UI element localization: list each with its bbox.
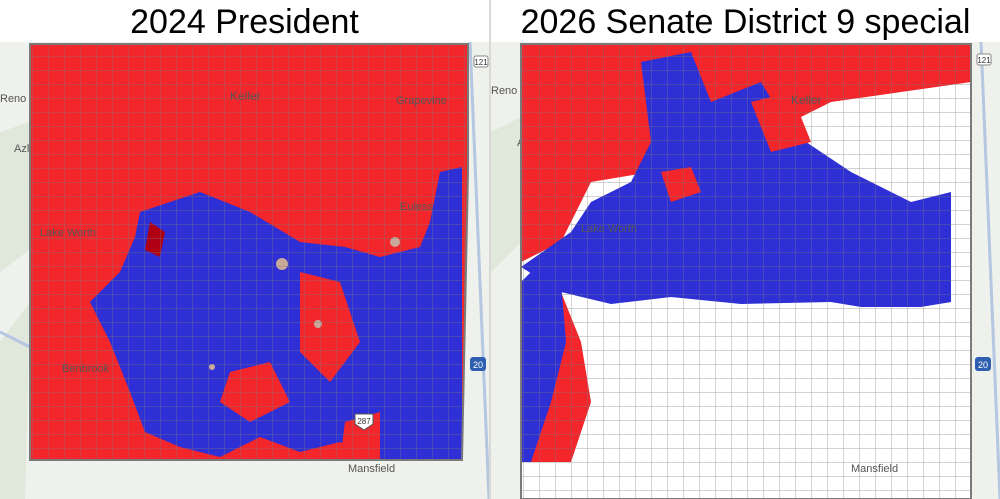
map-label-reno: Reno [491, 85, 517, 97]
map-label-lake-worth: Lake Worth [581, 223, 637, 235]
map-label-grapevine: Grapevine [396, 95, 447, 107]
svg-text:20: 20 [978, 360, 988, 370]
precinct-map-2026-senate-district-9-special: Keller Lake Worth Mansfield [520, 43, 972, 499]
map-label-euless: Euless [400, 201, 434, 213]
map-label-reno: Reno [0, 93, 26, 105]
svg-text:121: 121 [474, 58, 488, 67]
map-panel-2024-president: Reno Azle 121 20 [0, 0, 489, 499]
map-label-mansfield: Mansfield [851, 463, 898, 475]
panel-divider [489, 0, 491, 499]
svg-text:20: 20 [473, 360, 483, 370]
map-label-benbrook: Benbrook [62, 363, 110, 375]
highway-shield-20: 20 [470, 357, 486, 371]
svg-text:287: 287 [357, 417, 371, 426]
highway-shield-20: 20 [975, 357, 991, 371]
map-panel-2026-senate-district-9-special: Reno Azle 121 20 [491, 0, 1000, 499]
svg-text:121: 121 [977, 56, 991, 65]
map-label-mansfield: Mansfield [348, 463, 395, 475]
highway-shield-287: 287 [354, 413, 374, 431]
highway-shield-121: 121 [976, 53, 992, 66]
panel-title: 2024 President [130, 3, 359, 41]
map-label-keller: Keller [230, 89, 261, 103]
precinct-map-2024-president: Keller Grapevine Lake Worth Benbrook Man… [29, 43, 469, 475]
map-label-lake-worth: Lake Worth [40, 227, 96, 239]
panel-title: 2026 Senate District 9 special [520, 3, 971, 41]
highway-shield-121: 121 [473, 55, 489, 68]
map-label-keller: Keller [791, 93, 822, 107]
